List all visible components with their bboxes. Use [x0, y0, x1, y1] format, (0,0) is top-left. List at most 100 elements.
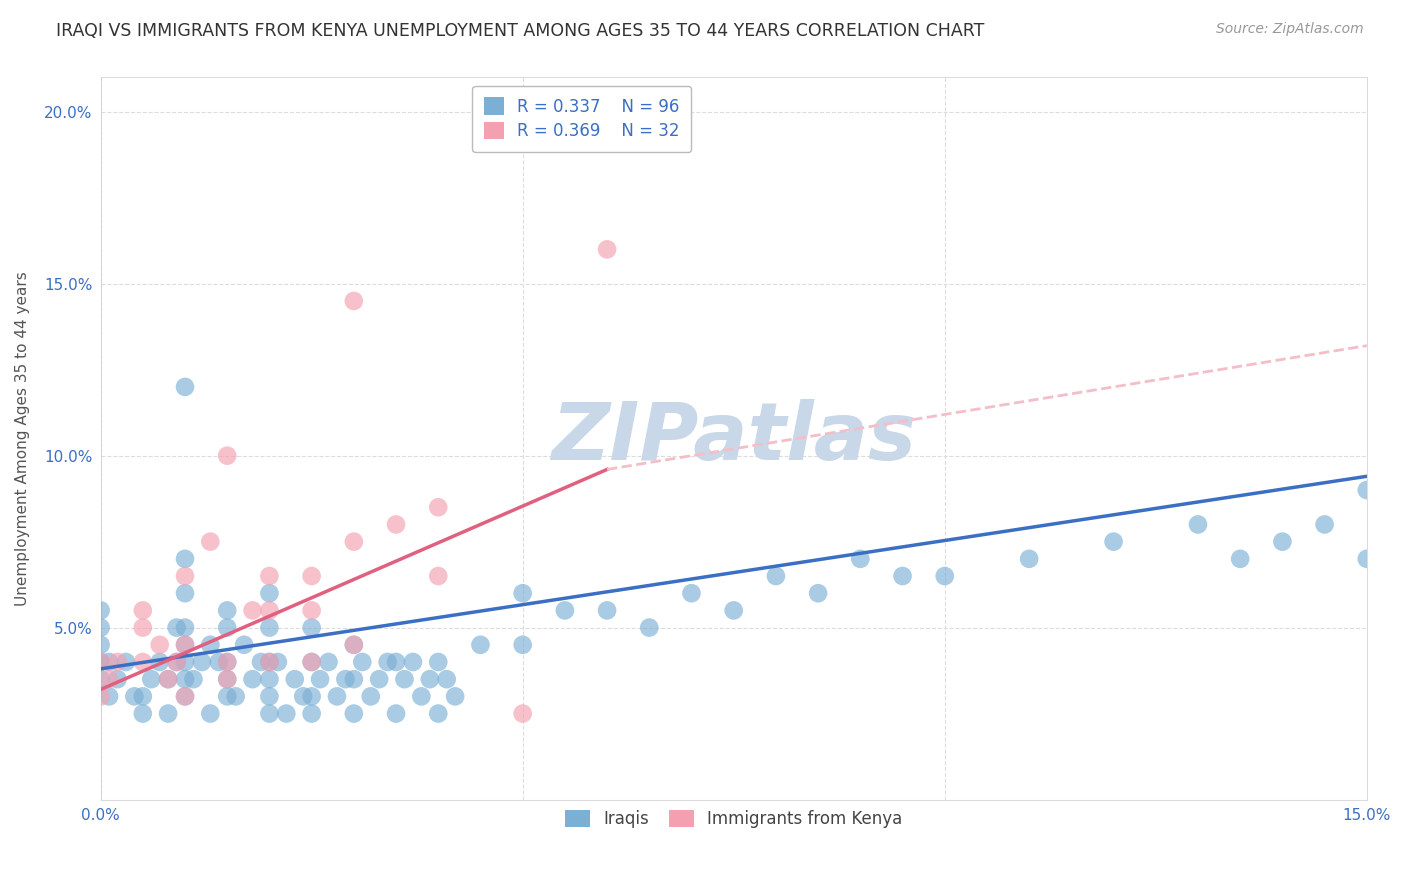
Point: [335, 672, 357, 686]
Point: [444, 690, 467, 704]
Point: [200, 706, 222, 721]
Point: [217, 621, 239, 635]
Point: [132, 706, 155, 721]
Point: [385, 655, 408, 669]
Point: [259, 621, 281, 635]
Point: [360, 690, 382, 704]
Point: [174, 551, 197, 566]
Point: [90, 638, 112, 652]
Point: [301, 655, 323, 669]
Point: [301, 569, 323, 583]
Point: [681, 586, 703, 600]
Point: [217, 672, 239, 686]
Point: [132, 655, 155, 669]
Point: [1355, 551, 1378, 566]
Point: [419, 672, 441, 686]
Point: [174, 638, 197, 652]
Point: [934, 569, 956, 583]
Point: [157, 672, 180, 686]
Point: [259, 569, 281, 583]
Point: [90, 672, 112, 686]
Point: [596, 603, 619, 617]
Point: [427, 706, 450, 721]
Point: [149, 655, 172, 669]
Point: [200, 638, 222, 652]
Point: [132, 690, 155, 704]
Point: [183, 672, 205, 686]
Point: [149, 638, 172, 652]
Point: [318, 655, 340, 669]
Point: [301, 621, 323, 635]
Point: [141, 672, 163, 686]
Point: [554, 603, 576, 617]
Point: [309, 672, 332, 686]
Point: [394, 672, 416, 686]
Point: [301, 690, 323, 704]
Point: [385, 706, 408, 721]
Point: [427, 655, 450, 669]
Point: [90, 621, 112, 635]
Point: [174, 586, 197, 600]
Y-axis label: Unemployment Among Ages 35 to 44 years: Unemployment Among Ages 35 to 44 years: [15, 271, 30, 606]
Point: [512, 706, 534, 721]
Point: [368, 672, 391, 686]
Point: [191, 655, 214, 669]
Point: [217, 690, 239, 704]
Point: [723, 603, 745, 617]
Point: [250, 655, 273, 669]
Point: [1271, 534, 1294, 549]
Point: [343, 293, 366, 308]
Point: [90, 690, 112, 704]
Point: [276, 706, 298, 721]
Point: [377, 655, 399, 669]
Point: [242, 603, 264, 617]
Point: [1187, 517, 1209, 532]
Point: [174, 655, 197, 669]
Point: [166, 655, 188, 669]
Point: [427, 569, 450, 583]
Point: [1355, 483, 1378, 497]
Point: [90, 655, 112, 669]
Point: [200, 534, 222, 549]
Point: [596, 243, 619, 257]
Point: [115, 655, 138, 669]
Point: [217, 672, 239, 686]
Point: [259, 655, 281, 669]
Point: [402, 655, 425, 669]
Point: [157, 672, 180, 686]
Point: [891, 569, 914, 583]
Point: [1018, 551, 1040, 566]
Point: [385, 517, 408, 532]
Point: [765, 569, 787, 583]
Point: [301, 603, 323, 617]
Point: [326, 690, 349, 704]
Point: [638, 621, 661, 635]
Point: [292, 690, 315, 704]
Point: [512, 586, 534, 600]
Point: [807, 586, 830, 600]
Point: [132, 621, 155, 635]
Point: [436, 672, 458, 686]
Point: [343, 638, 366, 652]
Point: [259, 586, 281, 600]
Point: [259, 655, 281, 669]
Point: [411, 690, 433, 704]
Point: [427, 500, 450, 515]
Point: [166, 621, 188, 635]
Point: [343, 638, 366, 652]
Point: [225, 690, 247, 704]
Point: [301, 655, 323, 669]
Point: [267, 655, 290, 669]
Point: [343, 706, 366, 721]
Point: [124, 690, 146, 704]
Point: [174, 621, 197, 635]
Point: [284, 672, 307, 686]
Point: [107, 672, 129, 686]
Point: [512, 638, 534, 652]
Legend: Iraqis, Immigrants from Kenya: Iraqis, Immigrants from Kenya: [558, 803, 910, 835]
Point: [90, 603, 112, 617]
Text: IRAQI VS IMMIGRANTS FROM KENYA UNEMPLOYMENT AMONG AGES 35 TO 44 YEARS CORRELATIO: IRAQI VS IMMIGRANTS FROM KENYA UNEMPLOYM…: [56, 22, 984, 40]
Point: [174, 672, 197, 686]
Point: [107, 655, 129, 669]
Point: [174, 690, 197, 704]
